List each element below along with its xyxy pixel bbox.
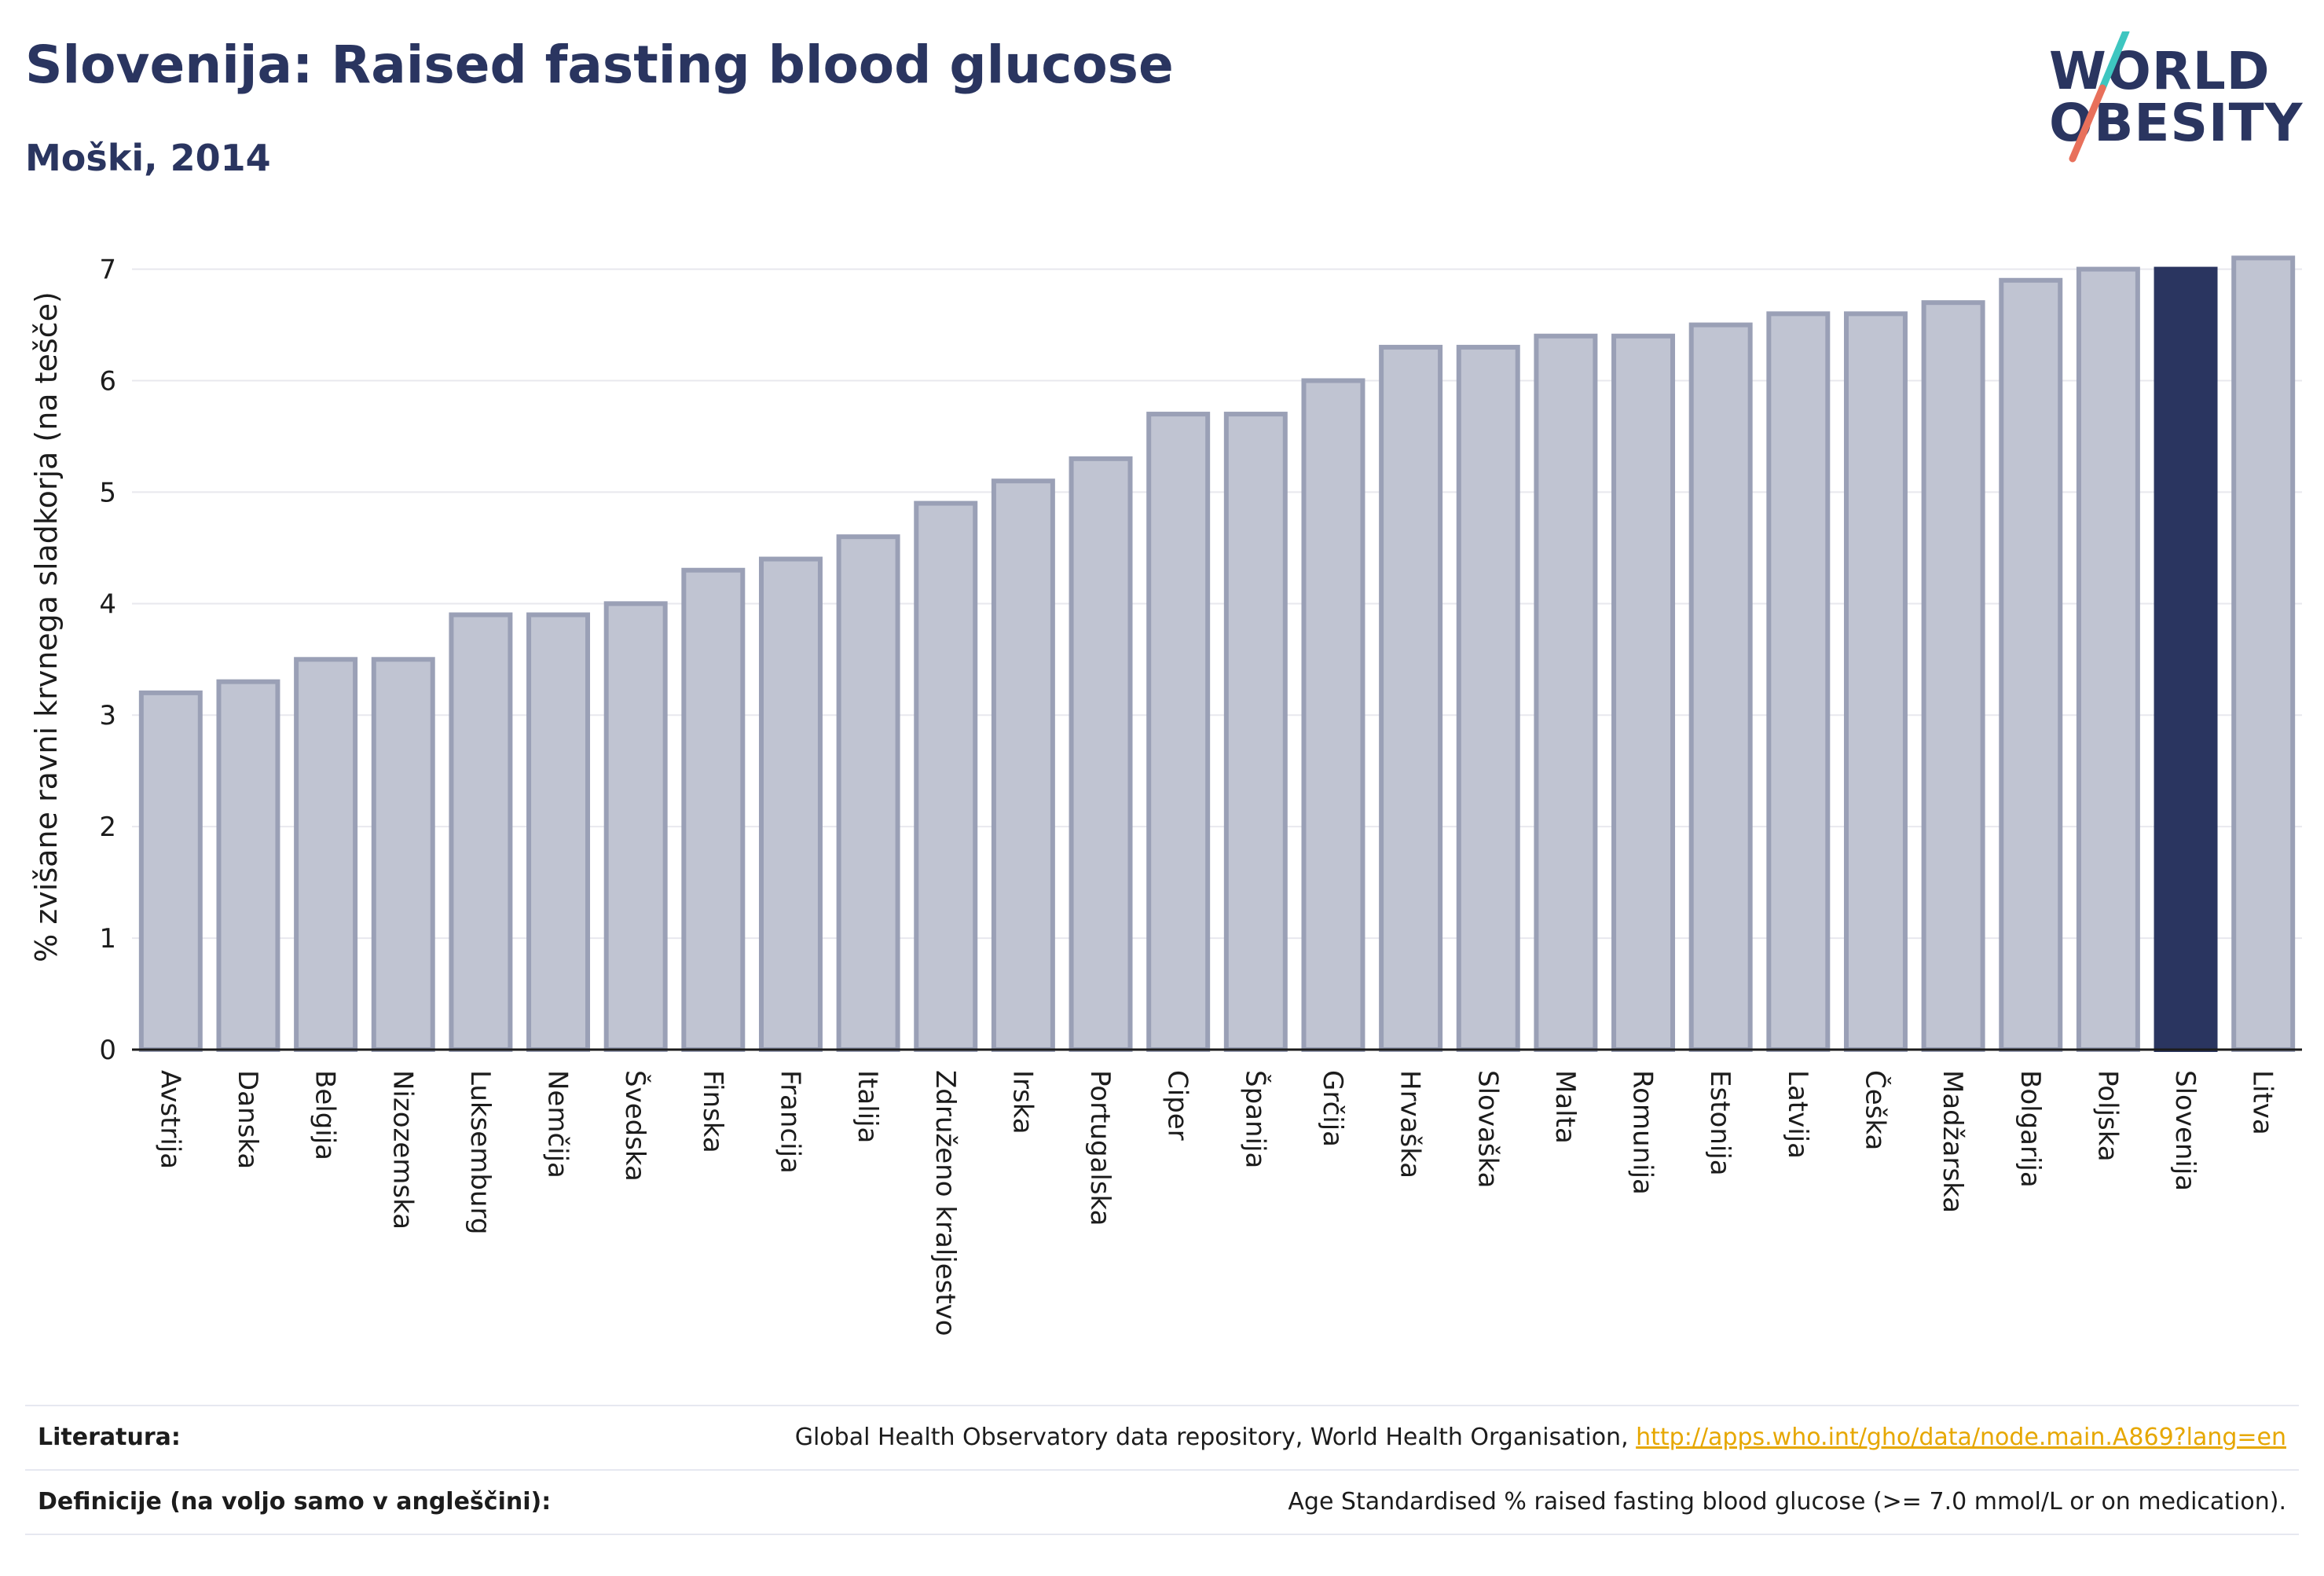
- x-tick-label: Luksemburg: [464, 1070, 496, 1234]
- bar: [1456, 344, 1520, 1053]
- x-tick-label: Malta: [1549, 1070, 1581, 1144]
- x-tick-label: Belgija: [310, 1070, 341, 1160]
- bar: [371, 657, 435, 1052]
- sources-text: Global Health Observatory data repositor…: [794, 1424, 1637, 1451]
- logo-line1: WORLD: [2049, 41, 2271, 101]
- x-tick-label: Nizozemska: [387, 1070, 418, 1230]
- chart-subtitle: Moški, 2014: [25, 137, 271, 179]
- y-tick-label: 6: [99, 365, 116, 397]
- x-tick-label: Irska: [1006, 1070, 1038, 1134]
- y-tick-label: 1: [99, 923, 116, 955]
- chart-title: Slovenija: Raised fasting blood glucose: [25, 35, 1174, 95]
- bar: [1069, 456, 1133, 1052]
- logo-slash-icon: [2069, 31, 2130, 163]
- bar: [2076, 266, 2140, 1053]
- x-tick-label: Italija: [852, 1070, 883, 1143]
- x-tick-label: Češka: [1859, 1070, 1891, 1150]
- bar: [449, 612, 513, 1052]
- bar-chart: 0 1 2 3 4 5 6 7 Avstrija Danska Belgija Nizozemska L…: [29, 255, 2302, 1336]
- sources-label: Literatura:: [38, 1424, 181, 1451]
- x-tick-label: Poljska: [2091, 1070, 2123, 1162]
- bar: [1534, 333, 1598, 1052]
- x-tick-label: Romunija: [1627, 1070, 1659, 1195]
- bar: [526, 612, 591, 1052]
- x-tick-label: Švedska: [619, 1070, 651, 1182]
- x-tick-label: Ciper: [1162, 1070, 1193, 1141]
- y-tick-label: 3: [99, 700, 116, 731]
- sources-link[interactable]: http://apps.who.int/gho/data/node.main.A…: [1636, 1424, 2286, 1451]
- bar: [603, 601, 668, 1052]
- bar: [836, 534, 900, 1052]
- y-tick-label: 5: [99, 477, 116, 508]
- bar: [681, 567, 746, 1052]
- bar: [758, 556, 823, 1052]
- footer-sources-row: Literatura: Global Health Observatory da…: [25, 1405, 2299, 1469]
- bar: [294, 657, 358, 1052]
- bar: [1999, 277, 2063, 1052]
- x-tick-label: Finska: [697, 1070, 728, 1153]
- sources-value: Global Health Observatory data repositor…: [795, 1424, 2286, 1451]
- definitions-label: Definicije (na voljo samo v angleščini):: [38, 1488, 552, 1516]
- bar: [1688, 322, 1753, 1052]
- bar: [1611, 333, 1676, 1052]
- x-tick-label: Bolgarija: [2014, 1070, 2046, 1188]
- bar: [216, 679, 280, 1052]
- x-tick-label: Španija: [1239, 1070, 1271, 1168]
- bar: [1379, 344, 1443, 1053]
- x-tick-label: Slovenija: [2169, 1070, 2201, 1191]
- x-tick-label: Danska: [232, 1070, 263, 1169]
- bar: [1921, 300, 1985, 1052]
- bar: [914, 500, 978, 1052]
- y-tick-label: 4: [99, 588, 116, 620]
- x-tick-label: Grčija: [1317, 1070, 1348, 1147]
- x-tick-label: Estonija: [1704, 1070, 1736, 1176]
- bar: [2231, 255, 2296, 1053]
- bar: [1843, 311, 1908, 1052]
- x-tick-label: Litva: [2247, 1070, 2278, 1135]
- bar: [1223, 412, 1288, 1052]
- x-tick-label: Avstrija: [154, 1070, 185, 1169]
- y-axis-title: % zvišane ravni krvnega sladkorja (na te…: [29, 291, 64, 962]
- x-tick-label: Združeno kraljestvo: [929, 1070, 961, 1336]
- bar: [138, 690, 203, 1053]
- x-tick-label: Francija: [774, 1070, 805, 1174]
- x-tick-label: Madžarska: [1937, 1070, 1968, 1213]
- x-tick-label: Slovaška: [1472, 1070, 1503, 1188]
- x-tick-label: Latvija: [1782, 1070, 1813, 1159]
- bar: [991, 478, 1055, 1052]
- y-tick-label: 2: [99, 812, 116, 843]
- bar: [2154, 266, 2218, 1053]
- bar: [1301, 378, 1365, 1052]
- y-tick-label: 7: [99, 255, 116, 286]
- world-obesity-logo: WORLD OBESITY: [2041, 31, 2302, 165]
- bar: [1146, 412, 1211, 1052]
- x-tick-label: Portugalska: [1084, 1070, 1116, 1226]
- definitions-value: Age Standardised % raised fasting blood …: [1288, 1488, 2286, 1516]
- x-tick-label: Nemčija: [542, 1070, 574, 1178]
- x-tick-label: Hrvaška: [1395, 1070, 1426, 1178]
- bar: [1766, 311, 1831, 1052]
- footer-definitions-row: Definicije (na voljo samo v angleščini):…: [25, 1469, 2299, 1535]
- y-tick-label: 0: [99, 1035, 116, 1066]
